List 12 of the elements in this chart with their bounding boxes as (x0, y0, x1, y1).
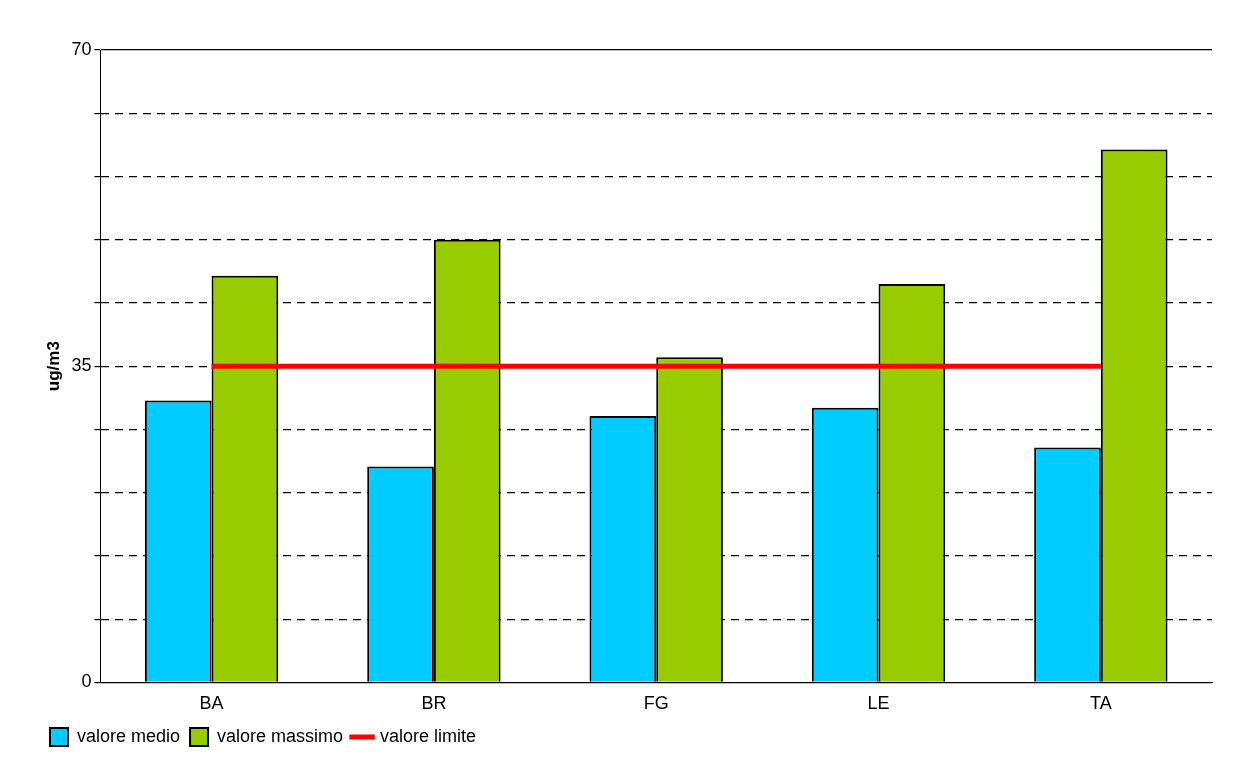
y-tick-label: 0 (81, 671, 92, 692)
y-tick-label: 35 (71, 355, 92, 376)
y-tick-label: 70 (71, 38, 92, 59)
x-tick-label: TA (1090, 693, 1112, 714)
legend-label: valore limite (380, 725, 477, 746)
x-tick-label: BR (421, 693, 447, 714)
legend-label: valore medio (77, 725, 181, 746)
y-axis-title: ug/m3 (43, 341, 63, 392)
x-tick-label: FG (643, 693, 669, 714)
x-tick-label: LE (867, 693, 890, 714)
x-tick-label: BA (199, 693, 224, 714)
legend-label: valore massimo (217, 725, 344, 746)
